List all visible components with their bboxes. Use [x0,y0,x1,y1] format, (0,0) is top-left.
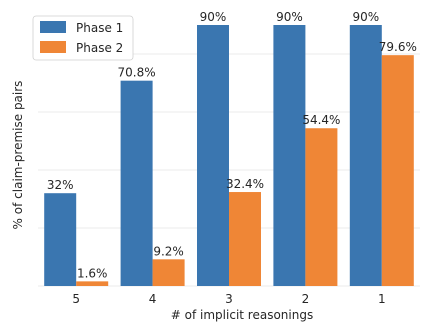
data-label-phase-1-cat-4: 70.8% [118,66,156,80]
bars-layer [44,25,414,287]
data-label-phase-2-cat-4: 9.2% [153,244,184,258]
data-label-phase-1-cat-2: 90% [276,10,303,24]
legend-label-phase-1: Phase 1 [76,21,123,35]
bar-phase-1-cat-3 [197,25,229,286]
x-tick-label-3: 3 [225,292,233,306]
bar-phase-1-cat-2 [273,25,306,286]
bar-phase-2-cat-2 [305,128,338,286]
x-tick-layer: 5 4 3 2 1 [72,292,385,306]
data-label-phase-2-cat-2: 54.4% [302,113,340,127]
y-axis-label: % of claim-premise pairs [11,81,25,230]
bar-phase-1-cat-5 [44,193,77,286]
data-label-phase-1-cat-3: 90% [200,10,227,24]
legend: Phase 1 Phase 2 [32,15,134,61]
x-axis-label: # of implicit reasonings [171,308,313,322]
x-tick-label-5: 5 [72,292,80,306]
legend-label-phase-2: Phase 2 [76,41,123,55]
data-labels-layer: 32% 1.6% 70.8% 9.2% 90% 32.4% 90% 54.4% 90% 79.6% [47,10,417,280]
x-tick-label-2: 2 [302,292,310,306]
bar-phase-1-cat-4 [120,80,153,287]
bar-phase-2-cat-4 [152,259,185,286]
data-label-phase-2-cat-1: 79.6% [379,40,417,54]
data-label-phase-1-cat-5: 32% [47,178,74,192]
data-label-phase-2-cat-5: 1.6% [77,266,108,280]
data-label-phase-1-cat-1: 90% [352,10,379,24]
x-tick-label-1: 1 [378,292,386,306]
legend-swatch-phase-1 [40,21,66,33]
bar-phase-2-cat-1 [381,55,414,286]
bar-phase-1-cat-1 [349,25,382,286]
data-label-phase-2-cat-3: 32.4% [226,177,264,191]
bar-phase-2-cat-3 [229,192,261,286]
legend-swatch-phase-2 [40,41,66,53]
x-tick-label-4: 4 [149,292,157,306]
bar-phase-2-cat-5 [76,281,109,286]
